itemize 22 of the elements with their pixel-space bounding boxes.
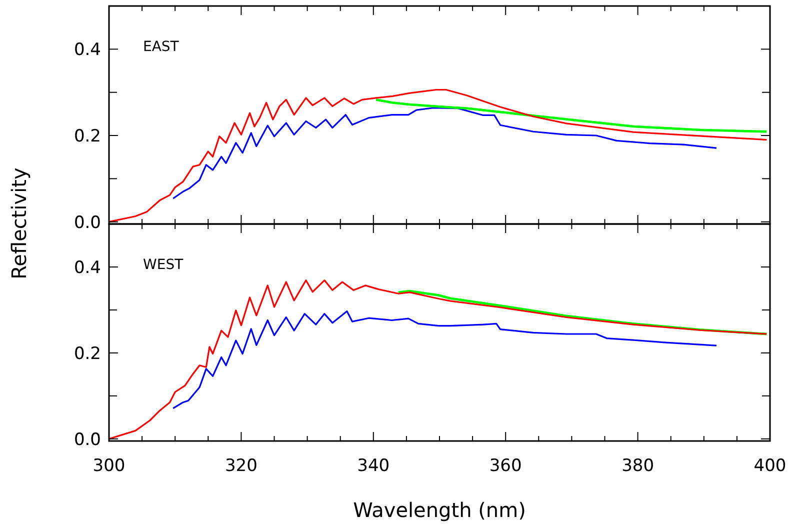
y-tick-label: 0.4 — [74, 40, 101, 60]
x-tick-label: 340 — [357, 456, 390, 476]
x-tick-label: 300 — [92, 456, 126, 476]
annotation: EAST — [143, 39, 180, 55]
line-series — [374, 98, 768, 133]
y-tick-label: 0.4 — [74, 258, 101, 278]
line-series — [172, 310, 718, 410]
y-tick-label: 0.0 — [74, 212, 101, 233]
line-series — [108, 279, 768, 440]
line-series — [108, 88, 768, 223]
y-axis-title: Reflectivity — [7, 168, 31, 280]
x-tick-label: 320 — [224, 456, 258, 476]
x-tick-label: 360 — [489, 456, 522, 476]
x-tick-label: 400 — [754, 456, 786, 476]
x-axis-title: Wavelength (nm) — [353, 498, 526, 522]
x-tick-label: 380 — [622, 456, 654, 476]
y-tick-label: 0.2 — [74, 344, 101, 364]
annotation: WEST — [143, 257, 184, 273]
line-series — [397, 290, 768, 336]
line-series — [172, 107, 718, 200]
y-tick-label: 0.0 — [74, 430, 101, 450]
y-tick-label: 0.2 — [74, 126, 101, 146]
